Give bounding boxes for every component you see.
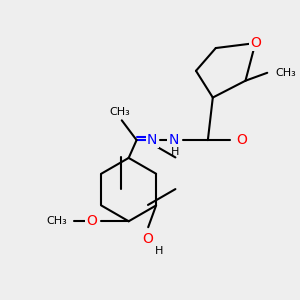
Text: O: O — [250, 36, 261, 50]
Text: O: O — [143, 232, 154, 246]
Text: N: N — [147, 133, 158, 147]
Text: N: N — [169, 133, 179, 147]
Text: CH₃: CH₃ — [110, 107, 130, 117]
Text: O: O — [237, 133, 248, 147]
Text: CH₃: CH₃ — [46, 216, 67, 226]
Text: O: O — [86, 214, 97, 228]
Text: H: H — [155, 246, 164, 256]
Text: H: H — [171, 147, 179, 157]
Text: CH₃: CH₃ — [275, 68, 296, 78]
